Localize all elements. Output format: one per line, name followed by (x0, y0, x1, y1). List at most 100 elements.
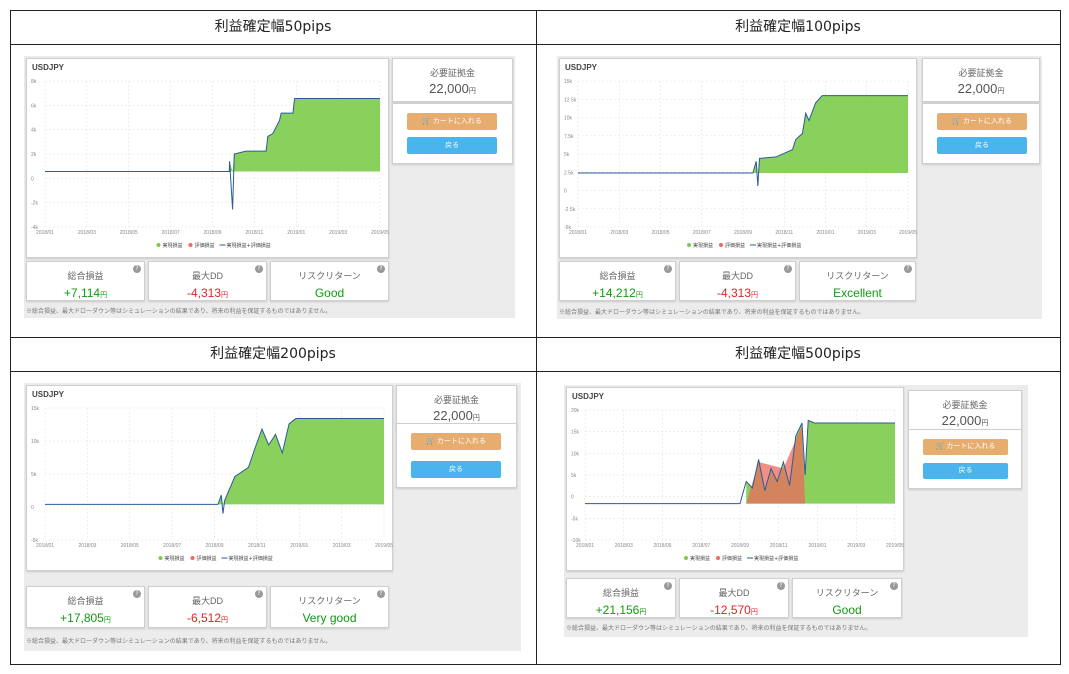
x-tick-label: 2018/03 (610, 230, 628, 236)
help-icon[interactable]: ? (133, 265, 141, 273)
help-icon[interactable]: ? (377, 590, 385, 598)
back-button[interactable]: 戻る (923, 463, 1008, 479)
x-tick-label: 2019/03 (329, 230, 347, 236)
x-tick-label: 2018/09 (205, 543, 223, 549)
x-tick-label: 2018/11 (246, 230, 264, 236)
risk-return-card: ? リスクリターン Very good (270, 586, 389, 628)
risk-return-card: ? リスクリターン Good (792, 578, 902, 618)
x-tick-label: 2019/01 (816, 230, 834, 236)
y-tick-label: -5k (571, 516, 578, 522)
y-tick-label: 5k (31, 472, 37, 478)
y-tick-label: 2k (31, 152, 37, 158)
stat-value: Excellent (833, 286, 882, 300)
help-icon[interactable]: ? (784, 265, 792, 273)
legend-realized-label: 実現損益 (693, 242, 713, 249)
y-tick-label: -4k (31, 225, 38, 231)
total-pl-line (45, 418, 384, 514)
stat-label: 最大DD (722, 271, 753, 281)
add-to-cart-button[interactable]: 🛒 カートに入れる (937, 113, 1027, 130)
stat-value: +14,212円 (592, 286, 643, 300)
back-button[interactable]: 戻る (407, 137, 497, 154)
stat-label: 総合損益 (67, 271, 104, 281)
x-tick-label: 2018/11 (248, 543, 266, 549)
legend-unrealized-label: 評価損益 (195, 242, 215, 249)
legend-unrealized-label: 評価損益 (197, 555, 217, 562)
legend-realized-label: 実現損益 (165, 555, 185, 562)
legend-total-label: 実現損益+評価損益 (757, 242, 801, 249)
margin-value: 22,000円 (429, 81, 476, 96)
total-pl-card: ? 総合損益 +21,156円 (566, 578, 676, 618)
x-tick-label: 2018/05 (120, 230, 138, 236)
help-icon[interactable]: ? (664, 265, 672, 273)
legend-realized-marker (687, 243, 691, 247)
x-tick-label: 2019/05 (886, 543, 904, 549)
y-tick-label: 0 (564, 189, 567, 195)
legend-unrealized-label: 評価損益 (725, 242, 745, 249)
x-tick-label: 2019/01 (808, 543, 826, 549)
max-dd-card: ? 最大DD -12,570円 (679, 578, 789, 618)
add-to-cart-button[interactable]: 🛒 カートに入れる (407, 113, 497, 130)
strategy-screenshot: USDJPY 8k 6k 4k 2k 0 -2k -4k 2018/01 2018/03 2018/… (24, 56, 515, 318)
comparison-table (10, 10, 1061, 665)
x-tick-label: 2018/01 (36, 543, 54, 549)
stat-label: 最大DD (718, 588, 750, 598)
equity-chart: USDJPY 20k 15k 10k 5k 0 -5k -10k 2018/01 2018/03 2… (566, 387, 904, 571)
panel-title: 利益確定幅200pips (210, 346, 336, 362)
equity-chart: USDJPY 15k 12.5k 10k 7.5k 5k 2.5k 0 -2.5k -5k 2018… (559, 58, 917, 258)
action-card (908, 429, 1022, 489)
stat-value: -4,313円 (716, 286, 759, 300)
x-tick-label: 2019/03 (858, 230, 876, 236)
table-divider-h2 (11, 337, 1060, 338)
help-icon[interactable]: ? (255, 590, 263, 598)
back-button[interactable]: 戻る (937, 137, 1027, 154)
legend-realized-marker (158, 556, 163, 560)
max-dd-card: ? 最大DD -4,313円 (148, 261, 267, 301)
help-icon[interactable]: ? (890, 582, 898, 590)
margin-value: 22,000円 (433, 408, 480, 423)
x-tick-label: 2018/07 (693, 230, 711, 236)
risk-return-card: ? リスクリターン Good (270, 261, 389, 301)
help-icon[interactable]: ? (255, 265, 263, 273)
margin-label: 必要証拠金 (942, 400, 988, 410)
total-pl-card: ? 総合損益 +14,212円 (559, 261, 676, 301)
x-tick-label: 2019/01 (287, 230, 305, 236)
help-icon[interactable]: ? (377, 265, 385, 273)
panel-title: 利益確定幅50pips (214, 19, 332, 35)
x-tick-label: 2018/03 (78, 230, 96, 236)
add-to-cart-button[interactable]: 🛒 カートに入れる (411, 433, 501, 450)
margin-label: 必要証拠金 (958, 68, 1004, 78)
strategy-screenshot: USDJPY 15k 10k 5k 0 -5k 2018/01 2018/03 2018/05 2… (24, 383, 521, 651)
realized-area (229, 98, 380, 172)
legend-unrealized-label: 評価損益 (722, 555, 742, 562)
stat-value: -6,512円 (186, 611, 229, 625)
x-tick-label: 2018/01 (576, 543, 594, 549)
total-pl-card: ? 総合損益 +17,805円 (26, 586, 145, 628)
stat-value: +7,114円 (63, 286, 108, 300)
disclaimer-note: ※総合損益、最大ドローダウン等はシミュレーションの結果であり、将来の利益を保証す… (566, 626, 872, 632)
x-tick-label: 2019/05 (371, 230, 389, 236)
help-icon[interactable]: ? (133, 590, 141, 598)
total-pl-line (578, 95, 908, 187)
disclaimer-note: ※総合損益、最大ドローダウン等はシミュレーションの結果であり、将来の利益を保証す… (559, 310, 865, 316)
help-icon[interactable]: ? (904, 265, 912, 273)
x-tick-label: 2018/03 (615, 543, 633, 549)
margin-card: 必要証拠金 22,000円 (396, 385, 517, 429)
add-to-cart-button[interactable]: 🛒 カートに入れる (923, 439, 1008, 455)
x-tick-label: 2018/07 (692, 543, 710, 549)
stat-value: Very good (302, 611, 357, 625)
x-tick-label: 2018/01 (569, 230, 587, 236)
stat-label: 総合損益 (599, 271, 636, 281)
y-tick-label: 15k (31, 406, 40, 412)
stat-label: リスクリターン (298, 596, 361, 606)
help-icon[interactable]: ? (664, 582, 672, 590)
stat-value: +17,805円 (60, 611, 111, 625)
help-icon[interactable]: ? (777, 582, 785, 590)
stat-label: リスクリターン (826, 271, 889, 281)
legend-realized-marker (156, 243, 161, 247)
table-divider-h1 (11, 44, 1060, 45)
x-tick-label: 2018/09 (734, 230, 752, 236)
y-tick-label: 15k (564, 79, 573, 85)
back-button[interactable]: 戻る (411, 461, 501, 478)
y-tick-label: 0 (571, 495, 574, 501)
